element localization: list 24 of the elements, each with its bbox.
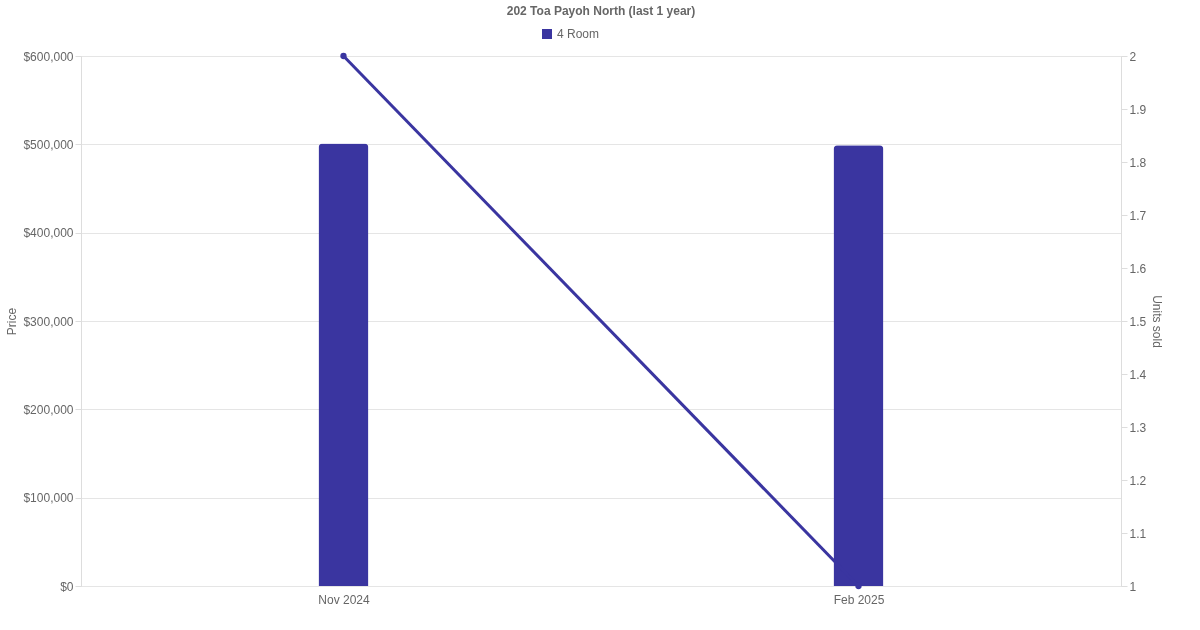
y2-tick-label: 1 xyxy=(1129,579,1137,594)
y-tick-label: $400,000 xyxy=(23,226,74,241)
y2-tick-label: 1.4 xyxy=(1129,367,1147,382)
y-tick-label: $500,000 xyxy=(23,137,74,152)
y2-tick-label: 2 xyxy=(1129,49,1137,64)
legend-label: 4 Room xyxy=(557,27,600,41)
y2-tick-label: 1.7 xyxy=(1129,208,1147,223)
x-tick-label: Feb 2025 xyxy=(833,592,885,607)
chart-title: 202 Toa Payoh North (last 1 year) xyxy=(506,4,696,18)
y2-tick-label: 1.9 xyxy=(1129,102,1147,117)
y-tick-label: $300,000 xyxy=(23,314,74,329)
y-tick-label: $600,000 xyxy=(23,49,74,64)
y-tick-label: $0 xyxy=(60,579,74,594)
y-tick-label: $200,000 xyxy=(23,402,74,417)
y2-axis-title: Units sold xyxy=(1150,295,1165,348)
x-tick-label: Nov 2024 xyxy=(318,592,371,607)
y2-tick-label: 1.6 xyxy=(1129,261,1147,276)
y-tick-label: $100,000 xyxy=(23,491,74,506)
y2-tick-label: 1.3 xyxy=(1129,420,1147,435)
y2-tick-label: 1.1 xyxy=(1129,526,1147,541)
y2-tick-label: 1.2 xyxy=(1129,473,1147,488)
y-axis-title: Price xyxy=(5,307,20,336)
y2-tick-label: 1.5 xyxy=(1129,314,1147,329)
y2-tick-label: 1.8 xyxy=(1129,155,1147,170)
